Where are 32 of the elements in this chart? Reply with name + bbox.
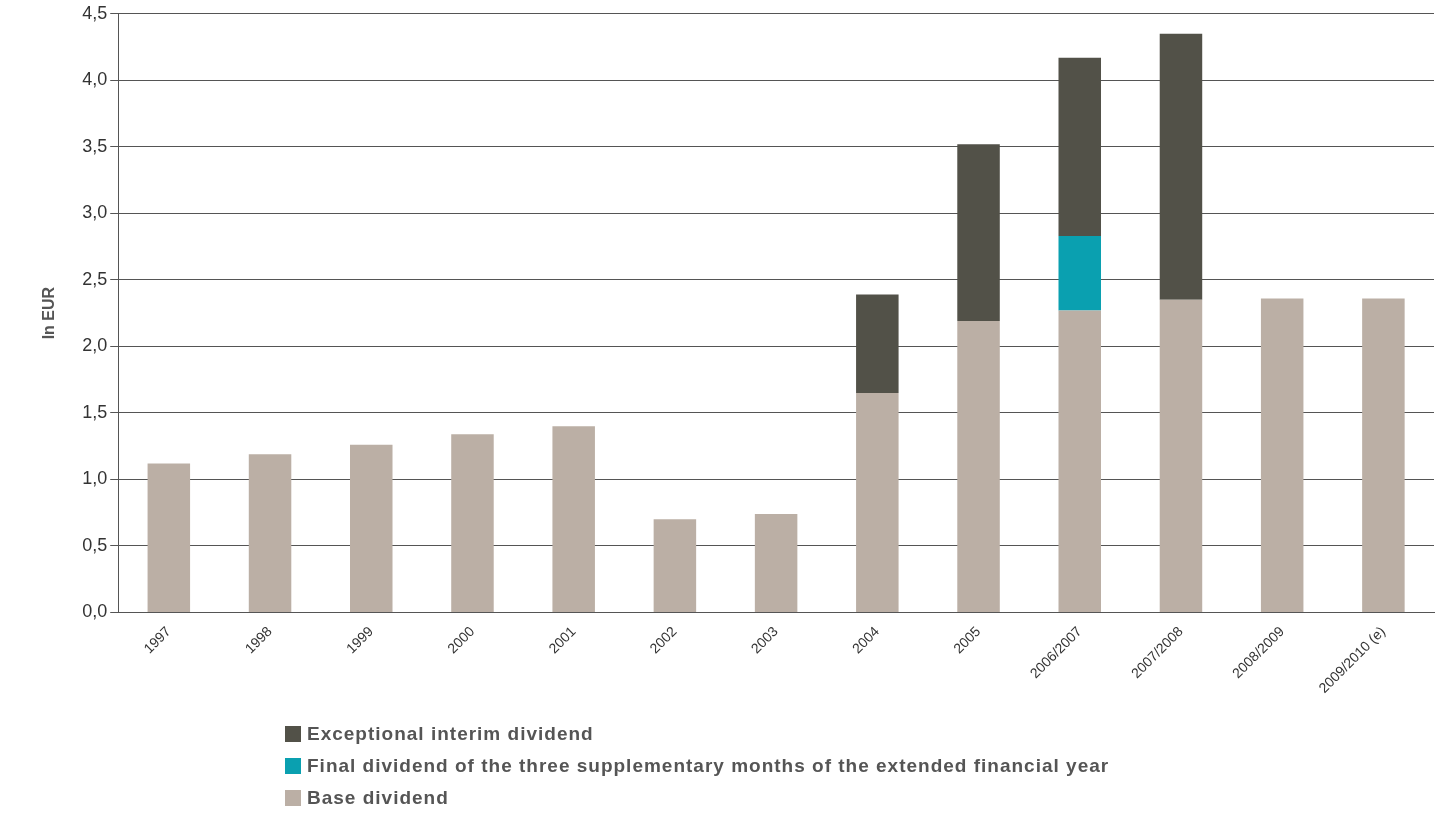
legend-label: Base dividend [307,787,449,809]
y-tick-label: 2,0 [82,335,108,356]
legend-label: Exceptional interim dividend [307,723,594,745]
y-tick-label: 4,5 [82,2,108,23]
y-tick-label: 3,0 [82,202,108,223]
bar [856,392,899,612]
bar [754,514,798,612]
y-tick-label: 0,5 [82,534,108,555]
bar [653,519,697,612]
bar [1159,299,1203,612]
bar [1058,57,1102,236]
y-tick-label: 1,0 [82,468,108,489]
bar [147,463,191,612]
bar [1058,235,1102,311]
y-tick-label: 1,5 [82,401,108,422]
y-tick-label: 3,5 [82,135,108,156]
bar [1260,298,1304,612]
bar [856,294,899,393]
bar [1159,33,1203,300]
bar [248,454,292,612]
bar [350,444,393,612]
y-tick-label: 0,0 [82,601,108,622]
bar [451,434,494,612]
legend-label: Final dividend of the three supplementary months of the extended financial year [307,755,1110,777]
bar [1362,298,1405,612]
bar [957,321,1000,612]
bar [957,144,1000,322]
bar [552,426,595,612]
y-tick-label: 4,0 [82,69,108,90]
y-tick-label: 2,5 [82,268,108,289]
y-axis-title: In EUR [40,286,58,340]
bar [1058,310,1102,612]
